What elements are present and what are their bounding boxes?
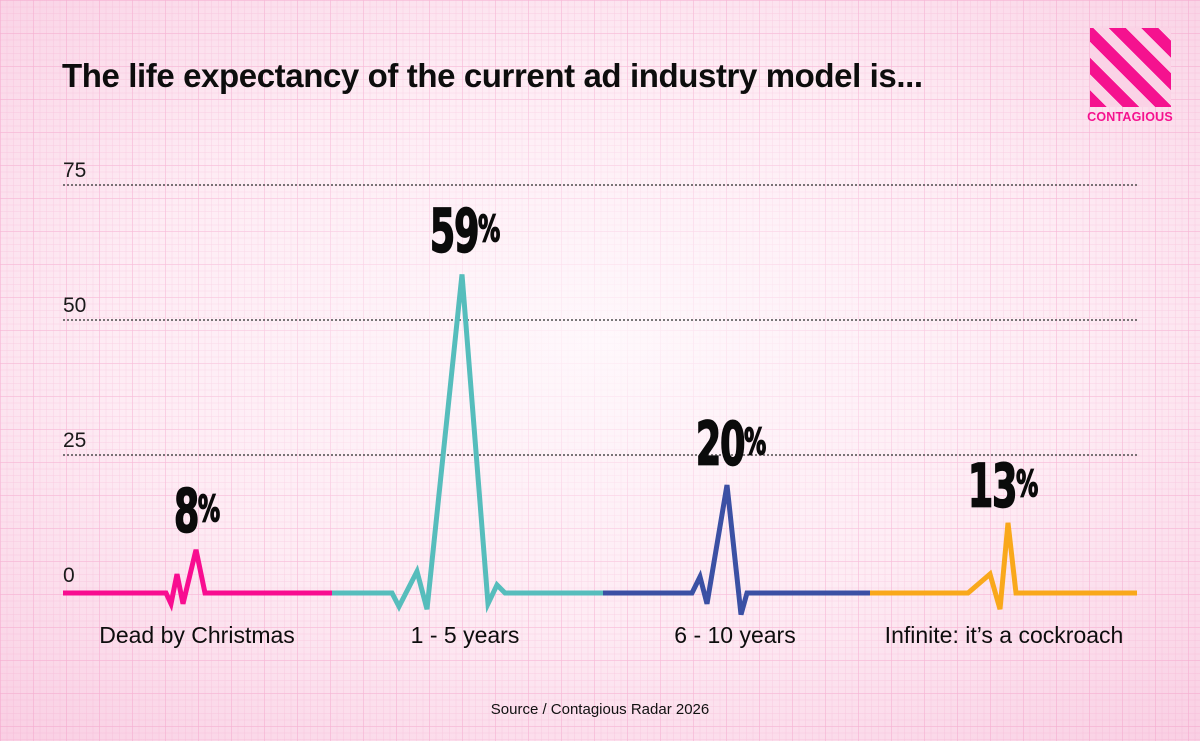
percent-sign: % (478, 207, 501, 250)
value-label-6-10-years: 20% (679, 409, 783, 480)
ecg-line-segment-1 (332, 274, 603, 614)
value-number: 13 (967, 451, 1018, 522)
value-number: 59 (429, 196, 480, 267)
percent-sign: % (744, 420, 767, 463)
contagious-logo: CONTAGIOUS (1087, 28, 1173, 124)
ecg-line-segment-3 (870, 522, 1137, 610)
y-axis-tick-50: 50 (63, 294, 87, 317)
value-number: 20 (695, 409, 746, 480)
gridline-25 (63, 454, 1137, 456)
value-label-1-5-years: 59% (413, 196, 517, 267)
category-label-1-5-years: 1 - 5 years (410, 622, 520, 648)
y-axis-tick-25: 25 (63, 429, 87, 452)
value-label-dead-by-christmas: 8% (163, 476, 231, 547)
percent-sign: % (198, 487, 221, 530)
source-caption: Source / Contagious Radar 2026 (490, 701, 710, 718)
diagonal-stripes-logo-icon (1089, 28, 1171, 107)
value-label-infinite: 13% (951, 451, 1055, 522)
gridline-75 (63, 184, 1137, 186)
category-label-dead-by-christmas: Dead by Christmas (99, 622, 295, 648)
chart-title: The life expectancy of the current ad in… (62, 57, 923, 94)
ecg-line-segment-0 (63, 549, 332, 612)
category-label-6-10-years: 6 - 10 years (674, 622, 796, 648)
value-number: 8 (173, 476, 200, 547)
percent-sign: % (1016, 462, 1039, 505)
category-label-infinite: Infinite: it’s a cockroach (884, 622, 1124, 648)
y-axis-tick-0: 0 (63, 564, 75, 587)
y-axis-tick-75: 75 (63, 159, 87, 182)
gridline-50 (63, 319, 1137, 321)
ecg-line-segment-2 (603, 484, 870, 616)
logo-wordmark: CONTAGIOUS (1087, 110, 1173, 124)
